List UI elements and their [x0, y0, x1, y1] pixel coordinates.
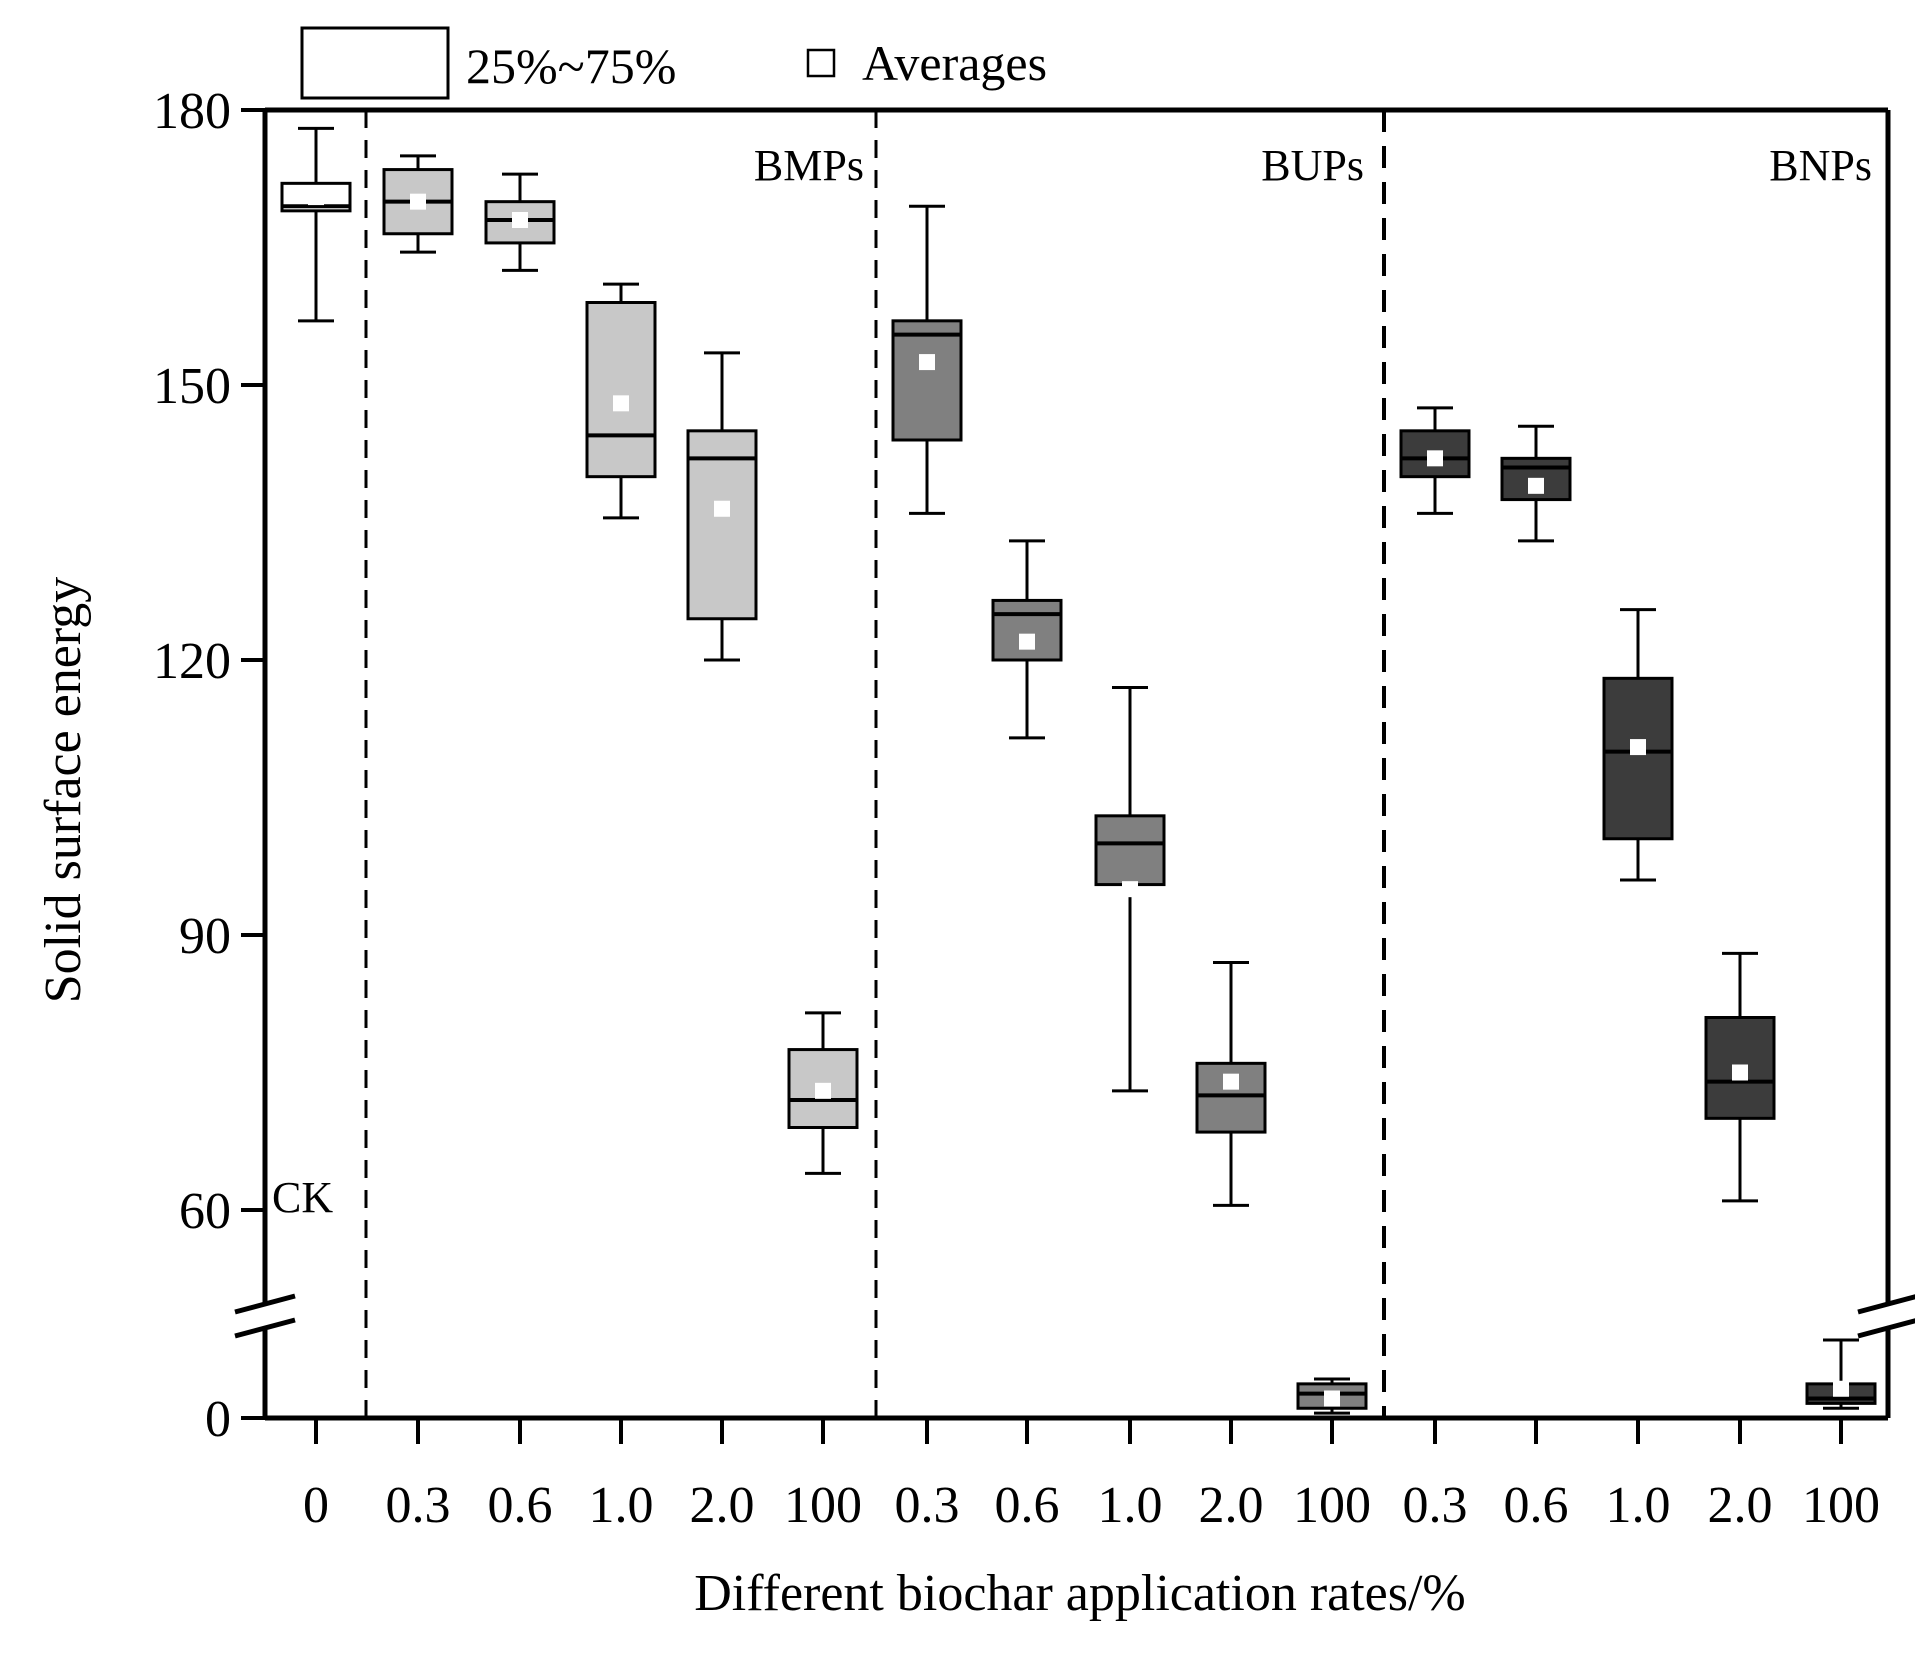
iqr-box — [686, 429, 758, 621]
axis-break-mark-right — [1857, 1294, 1915, 1315]
x-axis-title: Different biochar application rates/% — [694, 1565, 1466, 1622]
mean-marker — [1528, 477, 1544, 494]
mean-marker — [815, 1082, 831, 1099]
x-tick-label: 100 — [1802, 1477, 1880, 1534]
x-tick-label: 0.3 — [386, 1477, 451, 1534]
mean-marker — [919, 354, 935, 371]
group-label-bups: BUPs — [1261, 141, 1364, 190]
group-label-bnps: BNPs — [1769, 141, 1872, 190]
y-tick-label: 0 — [205, 1391, 231, 1448]
x-tick-label: 1.0 — [1098, 1477, 1163, 1534]
y-tick-label: 150 — [153, 358, 231, 415]
axis-break-mark-right — [1857, 1318, 1915, 1339]
x-tick-label: 0.3 — [895, 1477, 960, 1534]
mean-marker — [714, 500, 730, 517]
y-tick-label: 180 — [153, 83, 231, 140]
axis-break-mark-left — [234, 1317, 296, 1339]
x-tick-label: 0.6 — [1504, 1477, 1569, 1534]
ck-label: CK — [272, 1173, 333, 1222]
mean-marker — [1630, 739, 1646, 756]
y-tick-label: 120 — [153, 633, 231, 690]
y-tick-label: 90 — [179, 908, 231, 965]
x-tick-label: 0.6 — [995, 1477, 1060, 1534]
iqr-box — [1704, 1016, 1776, 1120]
mean-marker — [1427, 450, 1443, 467]
iqr-box — [1195, 1061, 1267, 1134]
iqr-box — [991, 598, 1063, 662]
mean-marker — [512, 212, 528, 228]
axis-break-mark-left — [234, 1293, 296, 1315]
mean-marker — [1223, 1073, 1239, 1090]
x-tick-label: 1.0 — [1606, 1477, 1671, 1534]
mean-marker — [1833, 1380, 1849, 1397]
mean-marker — [1324, 1390, 1340, 1407]
x-tick-label: 2.0 — [690, 1477, 755, 1534]
x-tick-label: 2.0 — [1708, 1477, 1773, 1534]
x-tick-label: 0.6 — [488, 1477, 553, 1534]
group-label-bmps: BMPs — [754, 141, 864, 190]
mean-marker — [1019, 633, 1035, 650]
mean-marker — [410, 193, 426, 210]
x-tick-label: 100 — [1293, 1477, 1371, 1534]
iqr-box — [891, 319, 963, 442]
legend-mean-swatch — [806, 48, 836, 78]
mean-marker — [1122, 881, 1138, 898]
x-tick-label: 1.0 — [589, 1477, 654, 1534]
y-tick-label: 60 — [179, 1183, 231, 1240]
iqr-box — [1602, 676, 1674, 841]
x-tick-label: 0.3 — [1403, 1477, 1468, 1534]
iqr-box — [585, 301, 657, 479]
iqr-box — [484, 200, 556, 245]
legend-box-swatch — [300, 26, 450, 100]
iqr-box — [1094, 814, 1166, 887]
y-axis-title: Solid surface energy — [35, 577, 92, 1003]
iqr-box — [1399, 429, 1471, 479]
legend-box-label: 25%~75% — [466, 38, 676, 94]
legend: 25%~75% Averages — [300, 26, 1047, 100]
plot-area: 0 60 90 120 150 180 0 0.3 0.6 1.0 2.0 100 0.3 0.6 1.0 2… — [153, 83, 1915, 1534]
mean-marker — [613, 395, 629, 412]
x-tick-label: 2.0 — [1199, 1477, 1264, 1534]
legend-mean-label: Averages — [862, 35, 1047, 91]
mean-marker — [1732, 1064, 1748, 1081]
x-tick-label: 100 — [784, 1477, 862, 1534]
mean-marker — [308, 189, 324, 206]
x-tick-label: 0 — [303, 1477, 329, 1534]
